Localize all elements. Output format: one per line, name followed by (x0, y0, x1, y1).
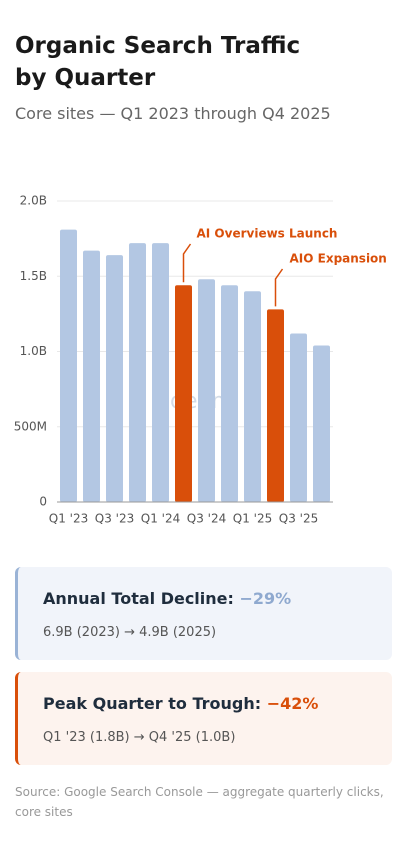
card-value: −29% (239, 589, 292, 608)
bar (244, 291, 261, 502)
chart-title: Organic Search Traffic by Quarter (15, 33, 301, 91)
card-title: Peak Quarter to Trough: (43, 694, 262, 713)
y-tick-label: 0 (39, 495, 47, 509)
y-tick-label: 1.5B (20, 269, 47, 283)
bar (290, 333, 307, 502)
x-tick-label: Q3 '25 (279, 512, 318, 526)
bar (60, 229, 77, 502)
annotation-line (182, 243, 192, 283)
card-title: Annual Total Decline: (43, 589, 234, 608)
chart-subtitle: Core sites — Q1 2023 through Q4 2025 (15, 104, 331, 123)
x-tick-label: Q1 '25 (233, 512, 272, 526)
card-heading: Annual Total Decline: −29% (43, 589, 291, 608)
source: Source: Google Search Console — aggregat… (15, 785, 384, 819)
card: Annual Total Decline: −29% 6.9B (2023) →… (15, 567, 392, 660)
bar (198, 279, 215, 502)
bar (175, 285, 192, 502)
bar (83, 250, 100, 502)
bar (152, 243, 169, 502)
card-value: −42% (266, 694, 319, 713)
bar (129, 243, 146, 502)
x-tick-label: Q1 '24 (141, 512, 180, 526)
y-tick-label: 500M (14, 419, 47, 433)
y-tick-label: 1.0B (20, 344, 47, 358)
bar (221, 285, 238, 502)
card-detail: 6.9B (2023) → 4.9B (2025) (43, 625, 217, 640)
card-detail: Q1 '23 (1.8B) → Q4 '25 (1.0B) (43, 730, 236, 745)
annotation: AIO Expansion (290, 252, 387, 266)
bar (106, 255, 123, 502)
annotation-line (274, 268, 284, 307)
bar (267, 309, 284, 502)
annotation: AI Overviews Launch (197, 227, 338, 241)
card-heading: Peak Quarter to Trough: −42% (43, 694, 318, 713)
x-tick-label: Q3 '24 (187, 512, 226, 526)
bar (313, 345, 330, 502)
card: Peak Quarter to Trough: −42% Q1 '23 (1.8… (15, 672, 392, 765)
y-tick-label: 2.0B (20, 194, 47, 208)
x-tick-label: Q3 '23 (95, 512, 134, 526)
x-tick-label: Q1 '23 (49, 512, 88, 526)
